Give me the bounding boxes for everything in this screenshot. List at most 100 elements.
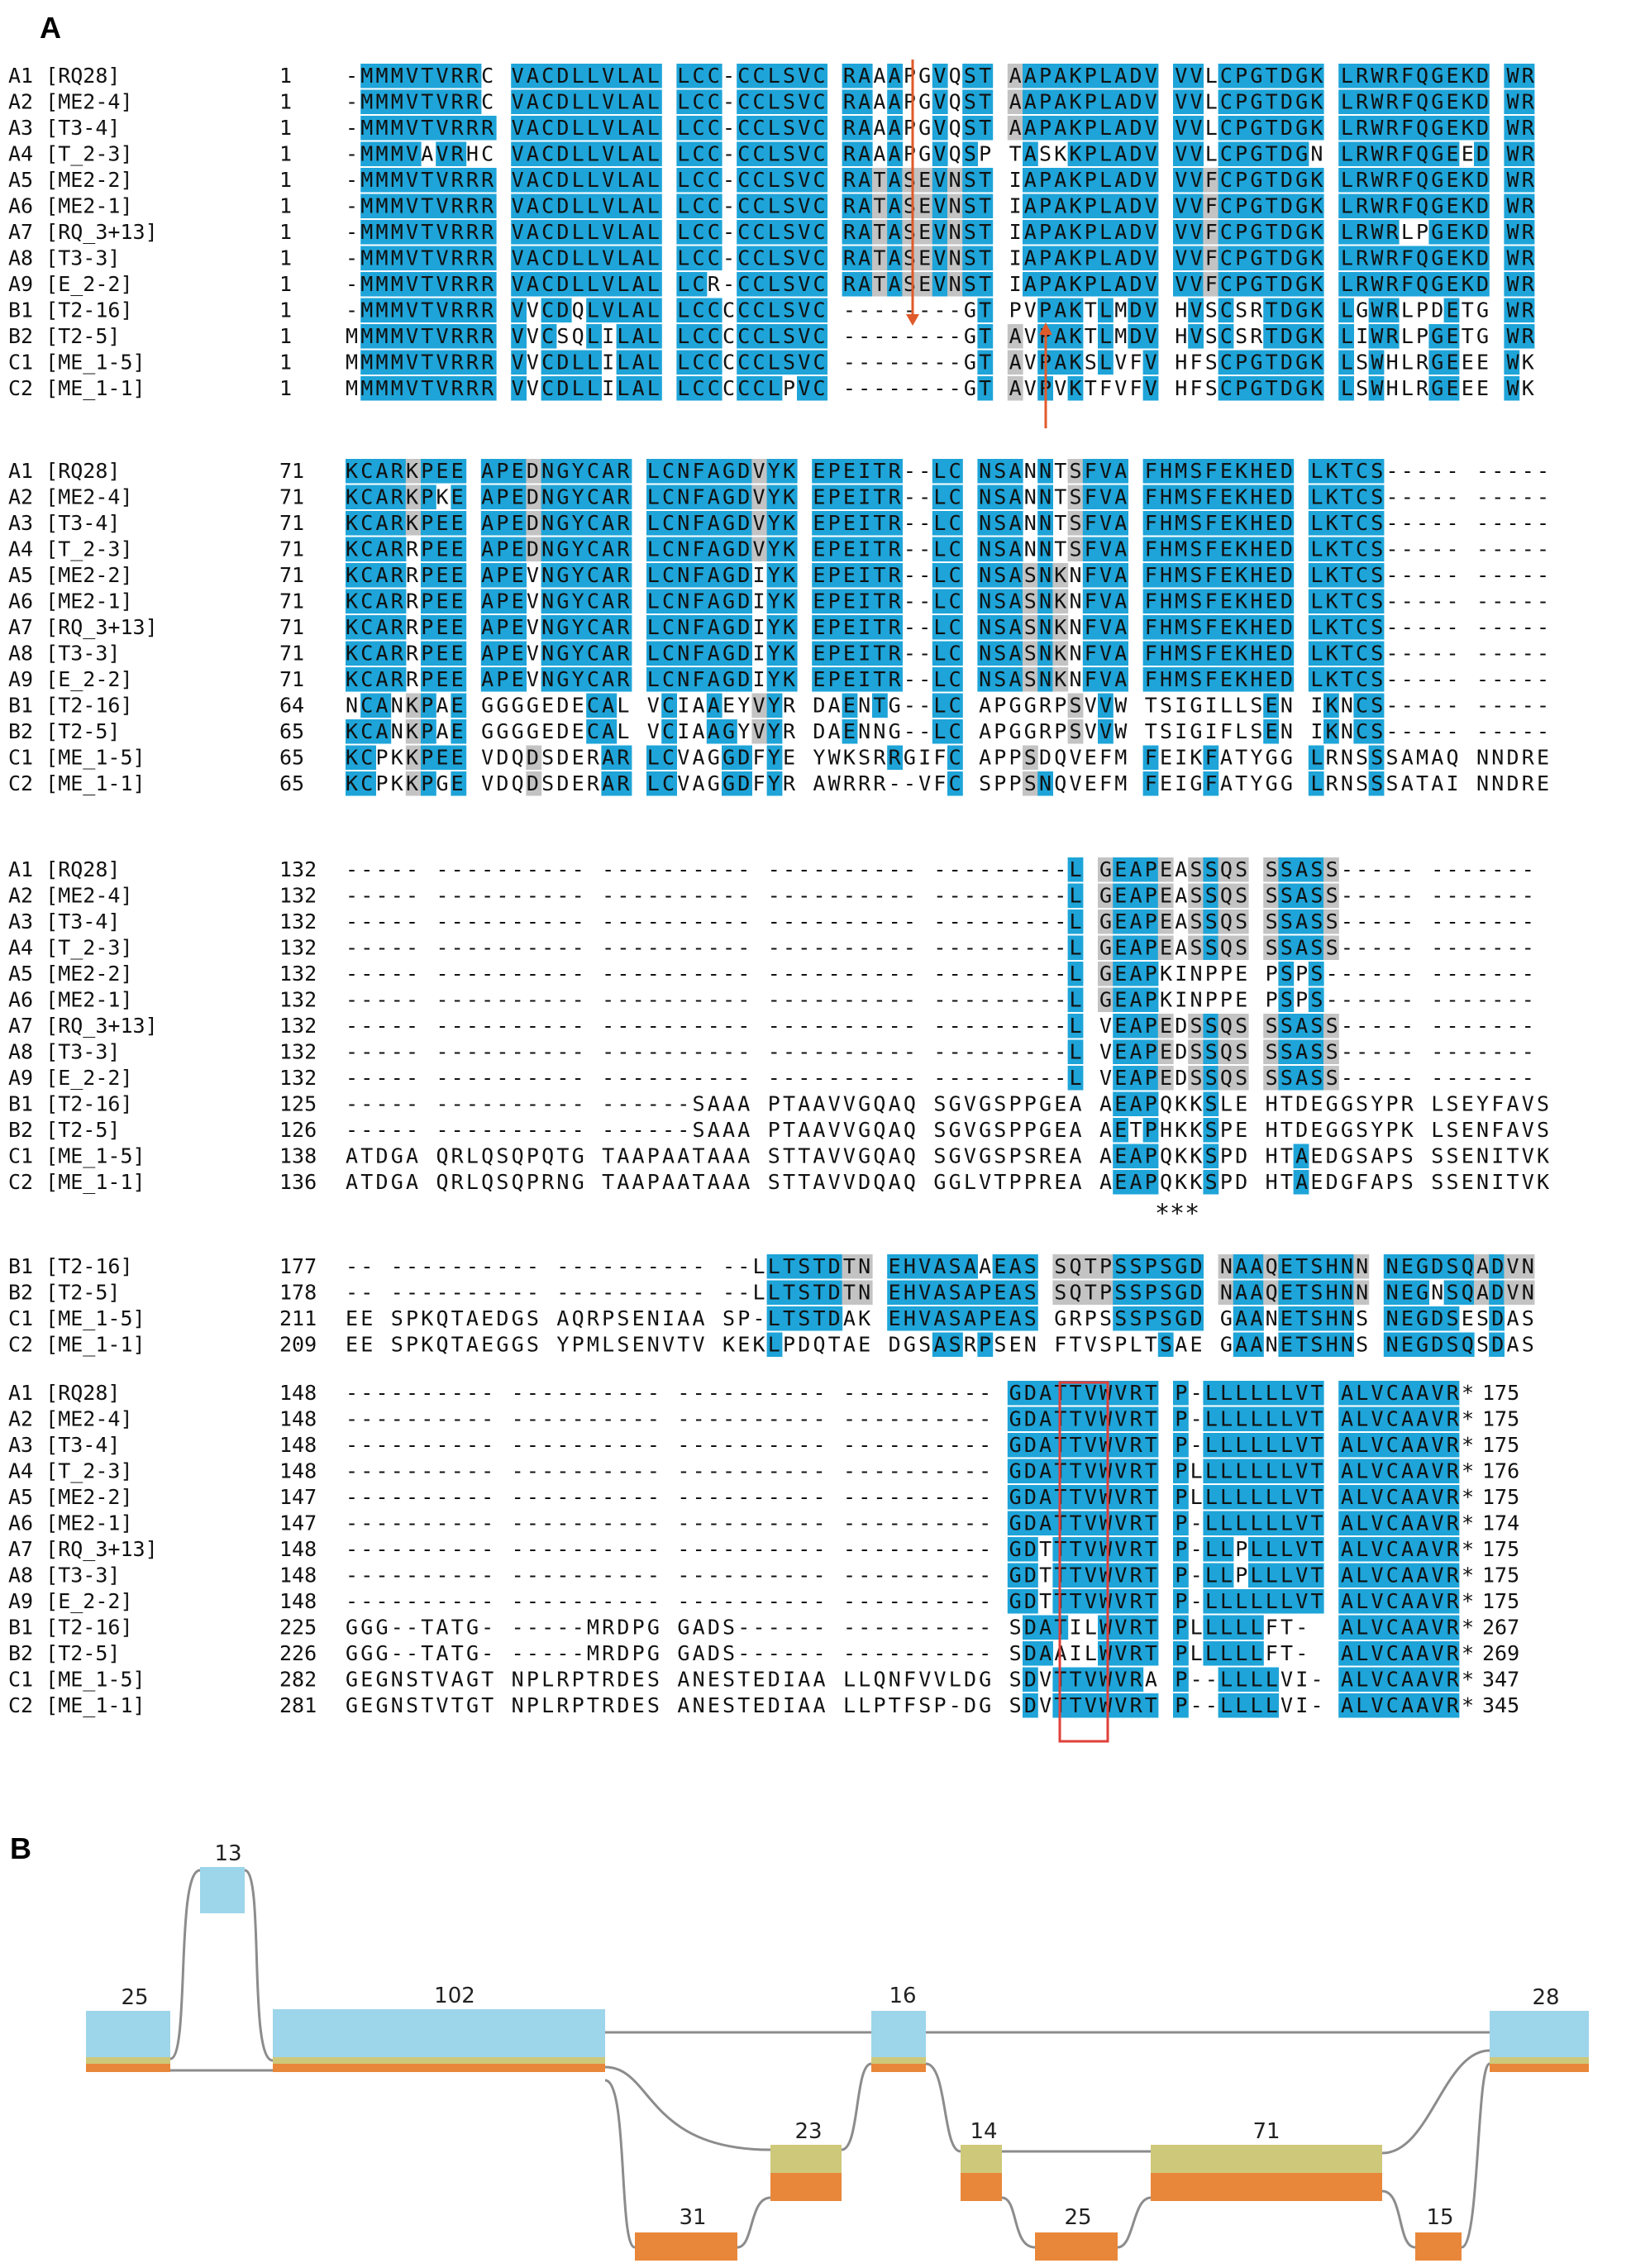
residue-shade [496, 511, 512, 536]
residue-shade [1098, 459, 1114, 484]
residue-shade [1308, 615, 1324, 640]
residue-shade [1368, 350, 1385, 375]
residue-shade [1233, 485, 1249, 509]
residue-shade [375, 563, 392, 588]
residue-shade [1142, 298, 1159, 322]
sequence-name: B2 [T2-5] [8, 719, 120, 743]
residue-shade [1353, 141, 1370, 166]
residue-shade [676, 298, 693, 322]
residue-shade [887, 64, 903, 88]
residue-shade [436, 89, 451, 114]
residue-shade [691, 246, 708, 270]
residue-shade [1082, 537, 1099, 561]
residue-shade [1188, 220, 1204, 245]
residue-shade [1007, 485, 1023, 509]
residue-shade [1233, 193, 1249, 218]
residue-shade [737, 324, 752, 349]
residue-shade [781, 589, 798, 614]
residue-shade [1353, 615, 1370, 640]
residue-shade [1007, 511, 1023, 536]
residue-shade [360, 376, 376, 401]
residue-shade [405, 246, 422, 270]
residue-shade [1157, 589, 1174, 614]
residue-shade [1067, 272, 1084, 297]
residue-shade [1293, 272, 1309, 297]
sequence-name: A4 [T_2-3] [8, 936, 133, 960]
residue-shade [646, 168, 662, 193]
residue-shade [1263, 64, 1279, 88]
residue-shade [1443, 141, 1460, 166]
residue-shade [511, 485, 527, 509]
residue-shade [917, 220, 933, 245]
residue-shade [1128, 246, 1144, 270]
residue-shade [1233, 220, 1249, 245]
residue-shade [1203, 246, 1219, 270]
alignment-row: C1 [ME_1-5] 1 MMMMVTVRRR VVCDLLILAL LCCCCC… [8, 350, 1534, 375]
residue-shade [1338, 459, 1354, 484]
residue-shade [1023, 64, 1038, 88]
residue-shade [977, 563, 994, 588]
residue-shade [390, 324, 407, 349]
residue-shade [1218, 350, 1234, 375]
residue-shade [887, 511, 903, 536]
residue-shade [1263, 376, 1279, 401]
sequence-residues: ----- ---------- ---------- ---------- -… [346, 1066, 1534, 1090]
residue-shade [541, 589, 557, 614]
residue-shade [872, 193, 888, 218]
residue-shade [1188, 563, 1204, 588]
residue-shade [526, 64, 542, 88]
residue-shade [1098, 116, 1114, 141]
residue-shade [571, 485, 587, 509]
residue-shade [1293, 168, 1309, 193]
sequence-end-position: 175 [1482, 1537, 1519, 1561]
residue-shade [1338, 168, 1354, 193]
residue-shade [887, 589, 903, 614]
residue-shade [556, 459, 572, 484]
residue-shade [676, 220, 693, 245]
alignment-row: A6 [ME2-1] 1 -MMMVTVRRR VACDLLVLAL LCC-CCL… [8, 193, 1535, 218]
sequence-residues: MMMMVTVRRR VVCDLLILAL LCCCCCLSVC -------… [346, 351, 1534, 375]
residue-shade [1098, 350, 1114, 375]
residue-shade [375, 116, 392, 141]
residue-shade [887, 168, 903, 193]
residue-shade [586, 511, 602, 536]
residue-shade [541, 485, 557, 509]
residue-shade [1248, 589, 1264, 614]
residue-shade [571, 89, 587, 114]
residue-shade [646, 298, 662, 322]
residue-shade [781, 246, 798, 270]
residue-shade [480, 511, 497, 536]
residue-shade [737, 193, 752, 218]
sequence-name: C2 [ME_1-1] [8, 1170, 145, 1194]
residue-shade [646, 459, 662, 484]
residue-shade [1082, 141, 1099, 166]
residue-shade [1173, 485, 1189, 509]
residue-shade [676, 511, 693, 536]
residue-shade [1037, 272, 1053, 297]
residue-shade [1399, 89, 1414, 114]
residue-shade [601, 168, 618, 193]
residue-shade [1128, 116, 1144, 141]
residue-shade [1399, 116, 1414, 141]
residue-shade [346, 537, 361, 561]
residue-shade [781, 563, 798, 588]
residue-shade [1368, 511, 1385, 536]
residue-shade [451, 272, 467, 297]
residue-shade [1142, 193, 1159, 218]
alignment-row: A8 [T3-3] 1 -MMMVTVRRR VACDLLVLAL LCC-CCLS… [8, 246, 1535, 270]
sequence-end-position: 175 [1482, 1407, 1519, 1431]
alignment-row: C1 [ME_1-5] 65 KCPKKPEE VDQDSDERAR LCVAGGD… [8, 745, 1549, 770]
residue-shade [601, 537, 618, 561]
residue-shade [947, 168, 963, 193]
residue-shade [1504, 350, 1520, 375]
residue-shade [1383, 324, 1400, 349]
residue-shade [1173, 220, 1189, 245]
residue-shade [751, 246, 768, 270]
residue-shade [541, 298, 557, 322]
residue-shade [1519, 168, 1535, 193]
residue-shade [706, 168, 723, 193]
residue-shade [1399, 168, 1414, 193]
residue-shade [661, 485, 677, 509]
residue-shade [932, 116, 948, 141]
residue-shade [1278, 272, 1295, 297]
